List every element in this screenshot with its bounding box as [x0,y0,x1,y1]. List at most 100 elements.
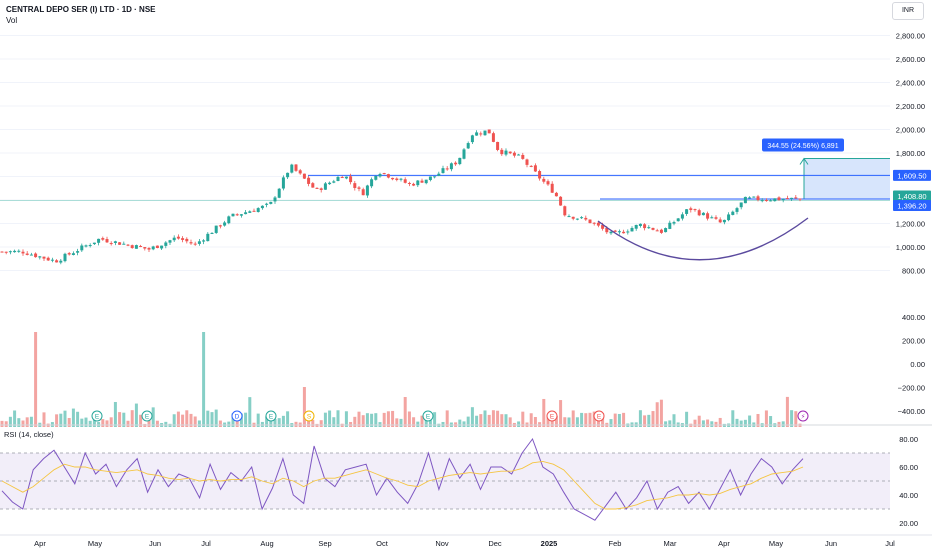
candle-body [731,211,735,215]
candle-body [378,174,382,177]
candle-body [50,259,54,261]
candle-body [29,254,33,256]
range-measure-box[interactable]: 344.55 (24.56%) 6,891 [762,138,890,199]
symbol-title[interactable]: CENTRAL DEPO SER (I) LTD · 1D · NSE [6,5,156,14]
volume-bar [433,412,437,427]
candle-body [739,202,743,208]
candle-body [664,228,668,233]
candle-body [651,227,655,230]
event-marker [141,410,153,422]
candle-body [571,216,575,219]
candle-body [420,180,424,183]
rsi-legend[interactable]: RSI (14, close) [4,430,54,439]
volume-bar [8,416,12,427]
candle-body [575,218,579,220]
candle-body [391,177,395,180]
candle-body [374,175,378,180]
volume-legend[interactable]: Vol [6,16,18,25]
volume-bar [769,416,773,427]
volume-bar [256,413,260,427]
volume-bar [109,417,113,427]
volume-bar [588,412,592,427]
volume-bar [521,411,525,427]
price-tick-label: 800.00 [902,267,925,276]
volume-bar [643,415,647,427]
candle-body [256,208,260,212]
volume-bar [391,410,395,427]
candle-body [777,197,781,201]
volume-bar [349,421,353,427]
volume-bar [781,421,785,427]
candle-body [67,253,71,255]
candle-body [353,183,357,188]
volume-bar [67,417,71,427]
candle-body [718,219,722,223]
candle-body [722,219,726,223]
candle-body [470,135,474,143]
volume-tick-label: −400.00 [898,407,925,416]
volume-bar [4,421,8,427]
volume-bar [672,414,676,427]
volume-bar [118,412,122,427]
range-fill [804,158,890,199]
volume-bar [622,412,626,427]
volume-bar [277,418,281,427]
volume-bar [517,421,521,427]
volume-bar [273,418,277,427]
volume-bar [399,418,403,427]
level-label: 1,408.80 [897,192,926,201]
volume-bar [189,413,193,427]
candle-body [332,181,336,183]
currency-badge[interactable]: INR [892,2,924,20]
volume-bar [202,332,206,427]
volume-bar [613,413,617,427]
price-axis[interactable]: 800.001,000.001,200.001,400.001,600.001,… [896,32,925,529]
volume-bar [336,410,340,427]
candle-body [634,224,638,229]
price-tick-label: 2,800.00 [896,32,925,41]
time-axis[interactable]: Apr May Jun Jul Aug Sep Oct Nov Dec 2025 Feb Mar Apr… [34,539,895,548]
candle-body [449,163,453,170]
candle-body [563,206,567,216]
candle-body [617,231,621,233]
event-markers[interactable]: E E D E S E E E ⚡ [91,410,809,422]
volume-bar [235,419,239,427]
volume-bar [550,417,554,427]
volume-bar [685,411,689,427]
time-tick-label: Oct [376,539,389,548]
candle-body [118,242,122,245]
candle-body [445,168,449,170]
volume-bar [638,410,642,427]
candle-body [479,133,483,135]
time-tick-label: Jul [885,539,895,548]
candle-body [428,176,432,181]
cup-pattern-arc[interactable] [597,217,809,261]
candle-body [34,253,38,258]
candle-body [462,149,466,159]
volume-bar [21,420,25,427]
volume-bar [609,419,613,427]
candle-body [764,200,768,202]
price-tick-label: 1,200.00 [896,220,925,229]
volume-bar [88,420,92,427]
candle-body [130,245,134,249]
volume-bar [701,420,705,427]
volume-bar [475,415,479,427]
event-marker [303,410,315,422]
candle-body [265,203,269,205]
candle-body [59,260,63,263]
candle-body [344,176,348,179]
volume-bar [706,419,710,427]
candle-body [714,217,718,219]
candle-body [101,238,105,240]
level-label-bg [893,190,931,202]
candle-body [113,241,117,243]
volume-bar [181,414,185,427]
volume-bar [445,410,449,427]
candle-body [638,223,642,227]
candle-body [386,174,390,178]
volume-bar [659,399,663,427]
volume-bars [0,332,802,427]
volume-bar [231,413,235,427]
